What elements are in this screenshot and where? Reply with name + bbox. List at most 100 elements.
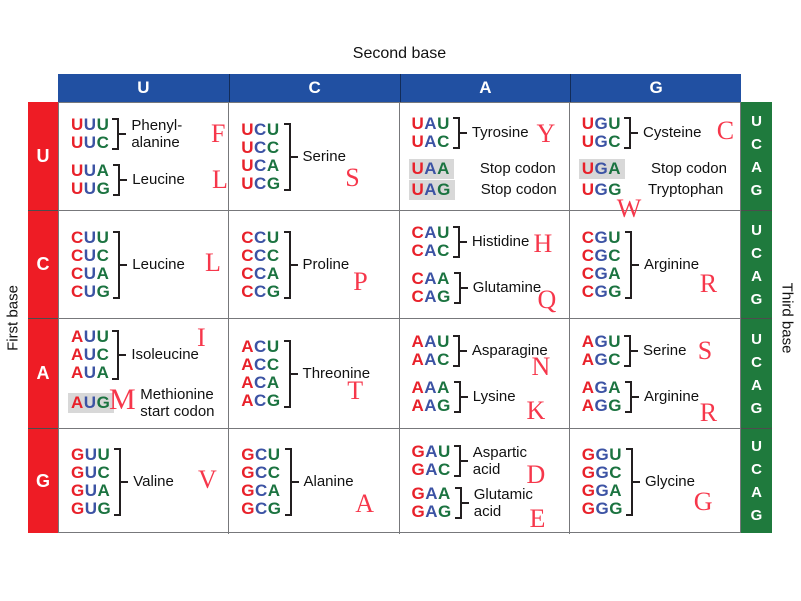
codon-letter: G [608, 281, 622, 301]
codon-letter: G [581, 498, 596, 518]
bracket [625, 447, 633, 516]
amino-acid-name-line: Arginine [644, 388, 700, 405]
codon-letter: C [438, 459, 451, 479]
codon-letter: U [241, 155, 255, 175]
codon-letter: A [424, 179, 438, 199]
codon-letter: C [608, 245, 622, 265]
second-base-label: Second base [352, 45, 447, 62]
amino-acid-name: Methionine start codon [140, 386, 214, 420]
cell-GA: G A U G A C Aspartic acid G A A G A G Glutamic acid D E [400, 429, 570, 534]
codon-letter: G [71, 480, 85, 500]
amino-acid-letter-code: W [616, 194, 642, 223]
amino-acid-letter-code: S [697, 336, 713, 365]
codon-letter: A [267, 480, 281, 500]
codon-letter: A [241, 336, 255, 356]
amino-acid-letter-code: M [109, 383, 136, 416]
codon-letter: C [266, 137, 280, 157]
bracket-arm [120, 178, 128, 181]
bracket [452, 334, 460, 367]
codon-letter: C [254, 354, 267, 374]
codon-letter: U [241, 119, 255, 139]
codon-letter: A [424, 331, 438, 351]
amino-acid-name: Stop codon [481, 181, 557, 198]
codon-group: U A U U A C Tyrosine [412, 114, 569, 151]
codon-letter: C [254, 263, 267, 283]
codon-letter: G [266, 281, 281, 301]
codon-letter: G [241, 444, 255, 464]
codon-letter: A [424, 377, 438, 397]
codon-letter: C [581, 263, 595, 283]
bracket [452, 225, 460, 258]
bracket [283, 122, 291, 191]
codon-letter: A [96, 362, 110, 382]
codon-group: G G U G G C G G A G G G Glycine [581, 445, 740, 518]
amino-acid-name-line: Stop codon [651, 160, 727, 177]
codon-letter: U [83, 344, 97, 364]
codon-letter: A [581, 395, 595, 415]
amino-acid-letter-code: S [345, 163, 360, 192]
codon-group: C C U C C C C C A C C G Proline [241, 228, 398, 301]
codon-letter: C [254, 173, 267, 193]
codon-letter: C [71, 245, 84, 265]
codon-letter: C [241, 263, 255, 283]
codon-letter: C [254, 480, 268, 500]
codon-group: C G U C G C C G A C G G Arginine [581, 228, 740, 301]
codon-letter: A [424, 222, 438, 242]
codon-letter: C [266, 354, 280, 374]
codon-letter: G [595, 480, 610, 500]
amino-acid-name: Phenyl-alanine [131, 117, 182, 151]
amino-acid-name-line: Glycine [644, 473, 695, 490]
amino-acid-letter-code: T [347, 376, 364, 405]
codon-group: U G U U G C Cysteine [582, 114, 740, 151]
codon-letter: G [594, 245, 609, 265]
codon-letter: G [71, 498, 85, 518]
amino-acid-name: Serine [643, 342, 686, 359]
codon-letter: A [437, 268, 450, 288]
third-base-letter: U [751, 221, 762, 239]
bracket-arm [459, 131, 467, 134]
amino-acid-name-line: acid [472, 460, 501, 478]
codon-letter: G [437, 286, 451, 306]
cell-CG: C G U C G C C G A C G G Arginine R [569, 211, 740, 319]
codon-letter: A [608, 377, 622, 397]
cell-UG: U G U U G C Cysteine U G A Stop codon U G G Tryptophan… [569, 103, 740, 222]
codon-letter: U [83, 245, 97, 265]
amino-acid-name-line: Arginine [644, 256, 700, 273]
amino-acid-name: Tryptophan [648, 181, 723, 198]
codon-letter: U [266, 119, 280, 139]
codon-letter: G [608, 395, 622, 415]
third-base-letter: C [751, 136, 762, 153]
amino-acid-name-line: start codon [140, 402, 215, 420]
bracket [283, 230, 291, 299]
codon-group: G C U G C C G C A G C G Alanine [241, 444, 398, 518]
codon-letter: U [437, 222, 450, 242]
codon-letter: A [241, 354, 255, 374]
codon-letter: U [83, 281, 97, 301]
codon-letter: U [71, 178, 84, 198]
codon-letter: U [608, 331, 622, 351]
codon-letter: U [83, 178, 97, 198]
cell-CA: C A U C A C Histidine C A A C A G Glutamine H Q [399, 211, 570, 319]
amino-acid-letter-code: R [699, 269, 718, 298]
bracket-arm [119, 353, 127, 356]
third-base-letter: A [751, 484, 762, 501]
codon-letter: A [96, 160, 110, 180]
codon-letter: U [83, 227, 97, 247]
codon-letter: G [594, 131, 609, 151]
